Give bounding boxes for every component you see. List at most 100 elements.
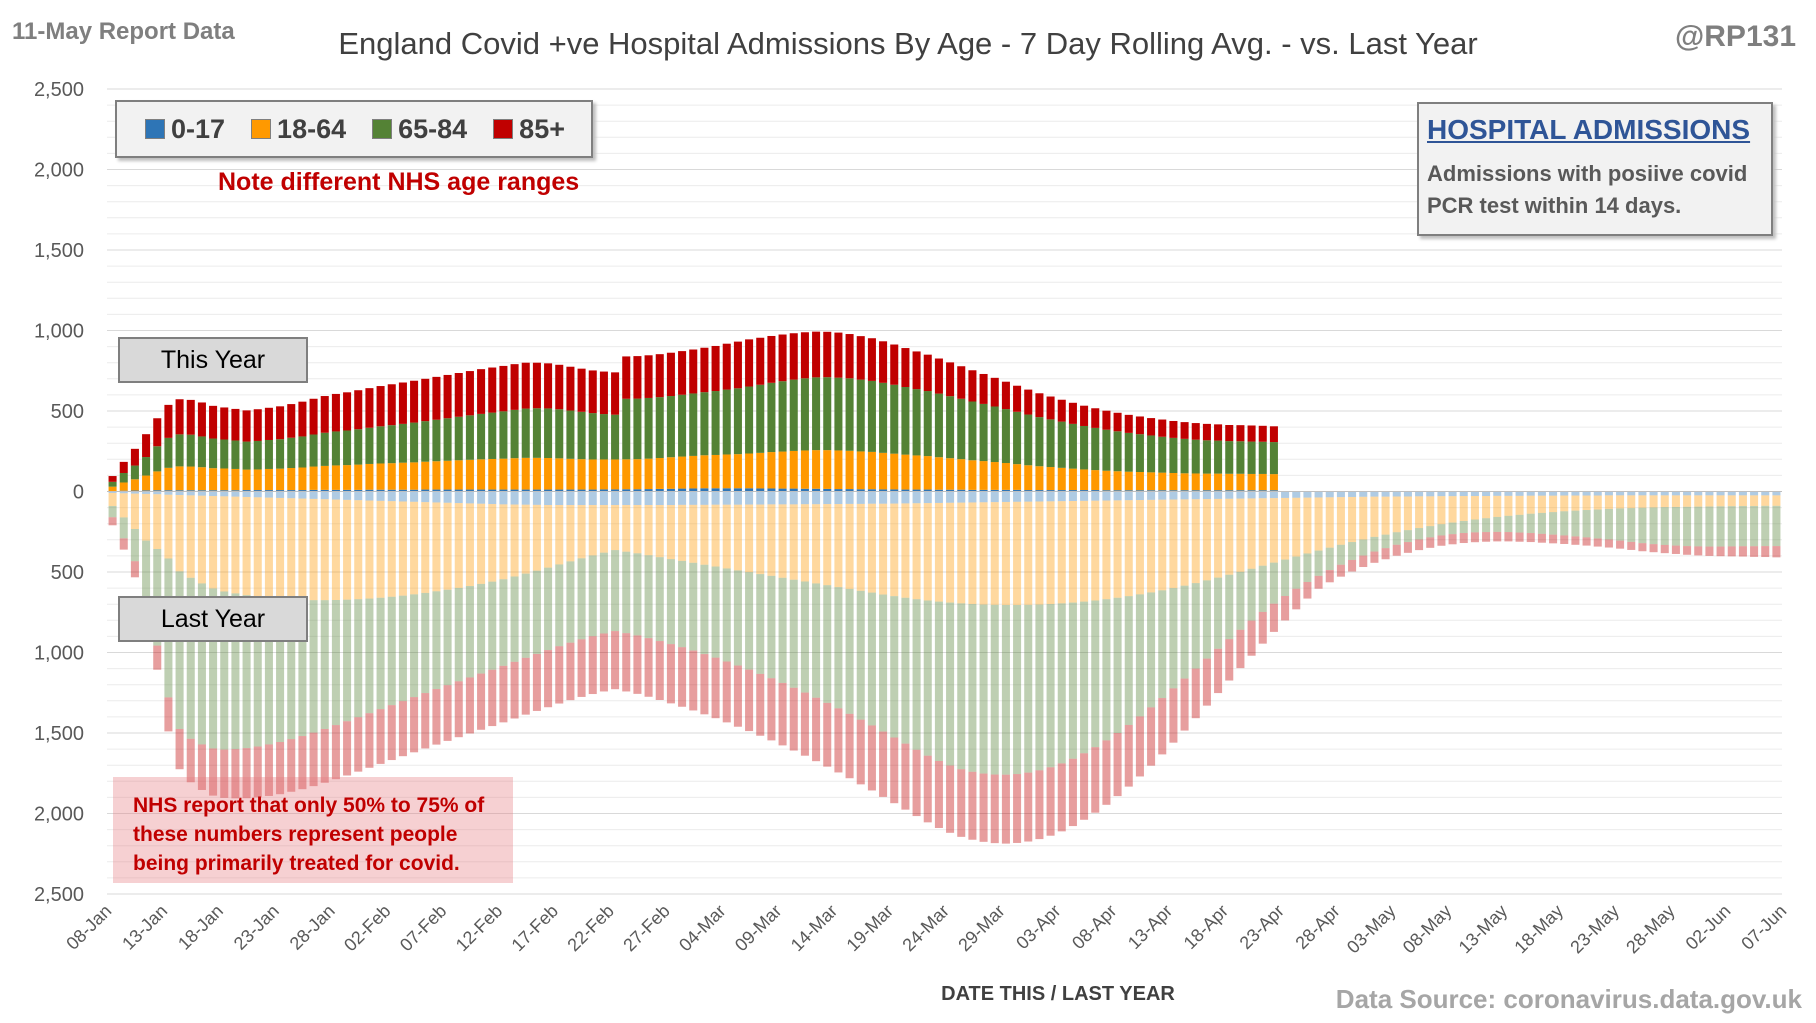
last-year-bar-18-64 xyxy=(220,496,229,592)
last-year-bar-0-17 xyxy=(666,491,675,506)
last-year-bar-65-84 xyxy=(957,603,966,770)
this-year-bar-65-84 xyxy=(298,436,307,468)
this-year-bar-85+ xyxy=(1169,420,1178,438)
last-year-bar-18-64 xyxy=(432,502,441,592)
this-year-bar-65-84 xyxy=(197,436,206,468)
this-year-bar-18-64 xyxy=(130,479,139,491)
last-year-bar-65-84 xyxy=(1437,524,1446,536)
last-year-bar-0-17 xyxy=(633,491,642,506)
last-year-bar-65-84 xyxy=(320,600,329,729)
x-tick-label: 13-Jan xyxy=(118,901,171,954)
last-year-bar-18-64 xyxy=(186,495,195,578)
last-year-bar-0-17 xyxy=(856,491,865,504)
last-year-bar-65-84 xyxy=(209,588,218,749)
this-year-bar-85+ xyxy=(1202,423,1211,441)
this-year-bar-0-17 xyxy=(979,489,988,492)
last-year-bar-65-84 xyxy=(1169,588,1178,689)
last-year-bar-18-64 xyxy=(990,502,999,605)
last-year-bar-65-84 xyxy=(1560,511,1569,536)
this-year-bar-18-64 xyxy=(365,463,374,490)
last-year-bar-0-17 xyxy=(1348,491,1357,497)
last-year-bar-65-84 xyxy=(1158,590,1167,699)
last-year-bar-18-64 xyxy=(354,500,363,600)
last-year-bar-85+ xyxy=(934,761,943,828)
this-year-bar-0-17 xyxy=(231,490,240,492)
this-year-bar-85+ xyxy=(622,356,631,399)
this-year-bar-85+ xyxy=(1191,423,1200,440)
this-year-bar-65-84 xyxy=(1180,438,1189,474)
last-year-bar-18-64 xyxy=(1537,495,1546,513)
last-year-bar-65-84 xyxy=(745,572,754,670)
y-tick-label: 2,500 xyxy=(34,884,84,906)
last-year-bar-65-84 xyxy=(1772,505,1781,547)
this-year-bar-65-84 xyxy=(544,408,553,459)
this-year-bar-85+ xyxy=(611,372,620,415)
last-year-bar-18-64 xyxy=(376,500,385,598)
last-year-bar-0-17 xyxy=(845,491,854,504)
this-year-bar-18-64 xyxy=(209,468,218,491)
this-year-bar-0-17 xyxy=(834,489,843,492)
this-year-bar-0-17 xyxy=(1001,489,1010,492)
x-tick-label: 08-May xyxy=(1399,901,1456,958)
this-year-bar-0-17 xyxy=(142,490,151,492)
this-year-bar-65-84 xyxy=(890,384,899,454)
last-year-bar-65-84 xyxy=(1705,506,1714,547)
last-year-bar-0-17 xyxy=(1727,491,1736,496)
last-year-bar-85+ xyxy=(1537,533,1546,543)
last-year-bar-18-64 xyxy=(1035,501,1044,605)
last-year-bar-0-17 xyxy=(130,491,139,494)
this-year-bar-65-84 xyxy=(130,465,139,480)
last-year-bar-0-17 xyxy=(1147,491,1156,500)
this-year-bar-0-17 xyxy=(1080,490,1089,492)
last-year-bar-85+ xyxy=(1671,545,1680,554)
last-year-bar-0-17 xyxy=(867,491,876,504)
last-year-bar-0-17 xyxy=(175,491,184,496)
last-year-bar-85+ xyxy=(130,561,139,578)
last-year-bar-65-84 xyxy=(1001,605,1010,775)
this-year-bar-0-17 xyxy=(287,490,296,492)
last-year-bar-85+ xyxy=(1459,533,1468,544)
last-year-bar-65-84 xyxy=(1292,556,1301,589)
y-tick-label: 1,000 xyxy=(34,643,84,665)
last-year-bar-85+ xyxy=(1001,774,1010,844)
this-year-bar-0-17 xyxy=(443,489,452,492)
last-year-bar-18-64 xyxy=(1281,497,1290,560)
last-year-bar-18-64 xyxy=(488,504,497,582)
this-year-bar-0-17 xyxy=(879,489,888,492)
this-year-bar-18-64 xyxy=(901,454,910,490)
last-year-bar-0-17 xyxy=(331,491,340,500)
last-year-bar-65-84 xyxy=(175,571,184,729)
this-year-bar-65-84 xyxy=(465,415,474,460)
last-year-bar-65-84 xyxy=(800,581,809,693)
last-year-bar-0-17 xyxy=(1526,491,1535,496)
y-tick-label: 500 xyxy=(51,401,84,423)
this-year-bar-85+ xyxy=(823,331,832,378)
last-year-bar-65-84 xyxy=(1381,534,1390,549)
last-year-bar-85+ xyxy=(1705,546,1714,556)
this-year-bar-65-84 xyxy=(242,441,251,470)
this-year-bar-85+ xyxy=(1180,422,1189,439)
this-year-bar-85+ xyxy=(108,476,117,482)
this-year-bar-18-64 xyxy=(521,457,530,490)
last-year-bar-85+ xyxy=(622,633,631,692)
last-year-bar-85+ xyxy=(1325,570,1334,583)
this-year-bar-65-84 xyxy=(398,423,407,463)
this-year-bar-0-17 xyxy=(521,489,530,492)
last-year-bar-18-64 xyxy=(1258,498,1267,566)
this-year-bar-65-84 xyxy=(555,409,564,459)
this-year-bar-0-17 xyxy=(934,489,943,492)
last-year-bar-0-17 xyxy=(276,491,285,498)
last-year-bar-0-17 xyxy=(1080,491,1089,501)
last-year-bar-65-84 xyxy=(521,573,530,658)
last-year-bar-0-17 xyxy=(1236,491,1245,499)
last-year-bar-0-17 xyxy=(1660,491,1669,496)
this-year-bar-65-84 xyxy=(1191,439,1200,474)
last-year-bar-18-64 xyxy=(1001,501,1010,606)
this-year-bar-85+ xyxy=(745,339,754,387)
this-year-bar-18-64 xyxy=(532,457,541,490)
this-year-bar-85+ xyxy=(1080,405,1089,426)
last-year-bar-0-17 xyxy=(745,491,754,505)
last-year-bar-0-17 xyxy=(1001,491,1010,502)
last-year-bar-18-64 xyxy=(477,503,486,584)
last-year-bar-18-64 xyxy=(1169,499,1178,589)
